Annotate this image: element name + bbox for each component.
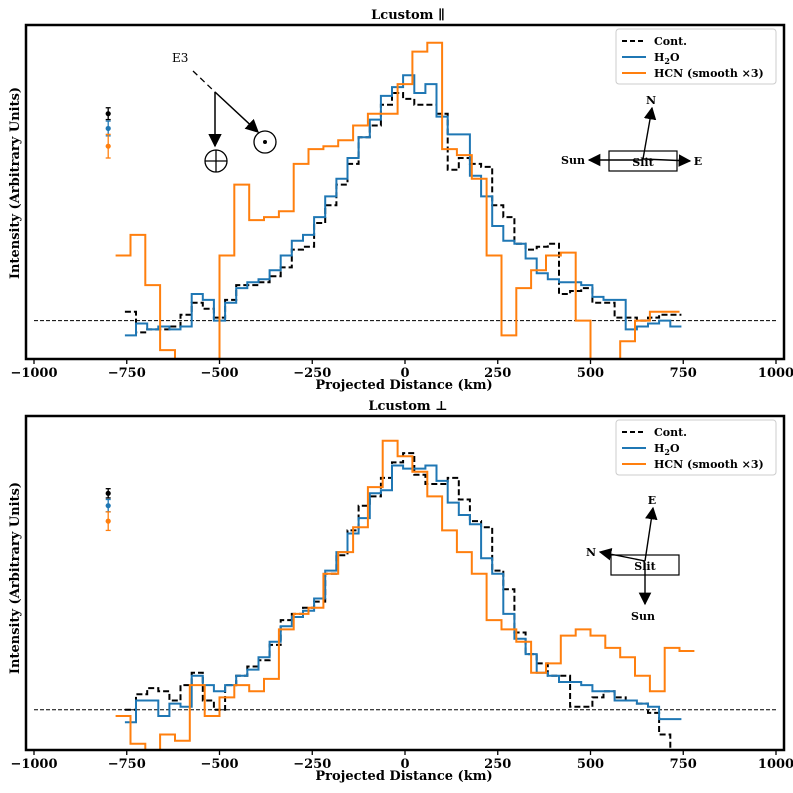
error-bar-cont [105,488,111,499]
x-axis-label: Projected Distance (km) [315,769,492,784]
x-tick-label: 500 [577,366,604,381]
x-tick-label: 750 [670,757,697,772]
x-tick-label: 250 [484,366,511,381]
bottom-panel: Lcustom ⊥ −1000 −750 −500 −250 0 250 500 750 100… [8,399,793,784]
compass: Slit E N Sun [586,494,680,623]
top-panel: Lcustom ∥ −1000 −750 −500 −250 0 250 500 750 100… [8,8,793,393]
x-tick-label: −750 [108,757,146,772]
plot-area [34,41,776,359]
plot-frame [24,414,786,752]
chart-title: Lcustom ⊥ [368,399,447,414]
legend-label-cont: Cont. [654,35,687,48]
chart-title: Lcustom ∥ [371,8,445,23]
x-tick-label: 1000 [758,366,793,381]
event-label: E3 [172,51,188,65]
x-ticks: −1000 −750 −500 −250 0 250 500 750 1000 [10,359,793,381]
x-tick-label: 250 [484,757,511,772]
error-bar-h2o [105,120,111,137]
error-bar-h2o [105,498,111,513]
x-tick-label: −250 [293,757,331,772]
east-arrow [644,506,658,562]
x-tick-label: −1000 [10,757,57,772]
series-h2o [124,74,682,337]
north-arrow [642,106,657,160]
series-hcn [115,41,680,359]
x-tick-label: −250 [293,366,331,381]
north-label: N [646,94,656,107]
sun-direction-label: Sun [561,154,585,167]
e3-dashed-line [192,70,216,93]
x-axis-label: Projected Distance (km) [315,378,492,393]
x-tick-label: 0 [400,366,409,381]
east-label: E [648,494,656,507]
legend-label-h2o: H2O [654,442,680,457]
error-bar-cont [105,107,111,121]
series-cont [124,452,682,750]
x-tick-label: −1000 [10,366,57,381]
legend-box [615,419,777,476]
sun-direction-label: Sun [631,610,655,623]
x-tick-label: 750 [670,366,697,381]
sun-arrow [214,91,259,133]
east-label: E [694,155,702,168]
north-label: N [586,546,596,559]
legend: Cont. H2O HCN (smooth ×3) [615,28,777,85]
series-layer [34,41,776,359]
east-arrow [642,154,692,167]
north-arrow [598,548,646,562]
legend-label-h2o: H2O [654,51,680,66]
x-ticks: −1000 −750 −500 −250 0 250 500 750 1000 [10,750,793,772]
plot-area [34,439,776,750]
series-h2o [124,464,682,724]
sun-icon [253,130,277,154]
y-axis-label: Intensity (Arbitrary Units) [8,87,23,279]
legend-label-hcn: HCN (smooth ×3) [654,67,764,80]
compass: Slit N Sun E [561,94,702,172]
error-bar-hcn [105,511,111,532]
legend-label-hcn: HCN (smooth ×3) [654,458,764,471]
geometry-annotation: E3 [172,51,277,173]
x-tick-label: 0 [400,757,409,772]
x-tick-label: −750 [108,366,146,381]
x-tick-label: −500 [200,366,238,381]
earth-icon [204,149,228,173]
legend-label-cont: Cont. [654,426,687,439]
plot-frame [24,23,786,361]
legend: Cont. H2O HCN (smooth ×3) [615,419,777,476]
x-tick-label: −500 [200,757,238,772]
x-tick-label: 500 [577,757,604,772]
error-bar-hcn [105,133,111,159]
y-axis-label: Intensity (Arbitrary Units) [8,482,23,674]
series-layer [34,439,776,750]
series-hcn [115,439,695,750]
x-tick-label: 1000 [758,757,793,772]
legend-box [615,28,777,85]
